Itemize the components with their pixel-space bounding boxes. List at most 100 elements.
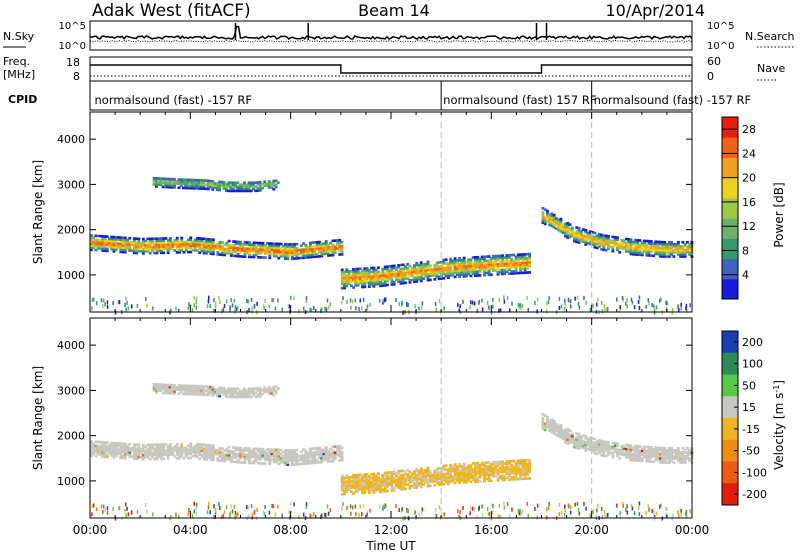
power-cell [613,238,617,241]
power-cell [207,250,211,253]
power-cell [426,274,430,278]
power-cell [397,274,401,277]
nave-tick-bottom: 0 [707,70,714,83]
velocity-cell [631,452,635,456]
power-speckle [236,306,239,311]
power-cell [90,236,93,239]
power-cell [483,265,486,269]
power-cell [363,275,367,278]
power-cell [615,238,619,241]
power-cell [123,236,127,240]
power-speckle [245,299,248,304]
velocity-cell [417,477,421,481]
velocity-cell [293,463,297,466]
velocity-cell [658,448,662,452]
power-cell [191,244,195,248]
velocity-cell [667,446,671,450]
power-cell [215,186,219,190]
velocity-cell [519,467,523,471]
velocity-cell [229,393,233,397]
power-cell [252,253,256,257]
time-tick-label: 00:00 [73,523,108,537]
velocity-speckle [601,515,604,520]
velocity-cell [169,447,172,450]
power-cell [247,189,251,193]
velocity-cell [615,452,619,456]
velocity-cell [132,447,136,450]
power-cell [476,262,480,265]
velocity-cell [268,462,272,466]
power-colorbar-swatch [722,177,738,199]
power-cell [318,240,321,244]
velocity-cell [575,440,579,444]
power-cell [573,237,576,241]
velocity-cell [211,452,215,456]
power-cell [123,248,127,252]
velocity-cell [343,480,346,484]
power-colorbar-tick-label: 4 [742,269,749,282]
velocity-cell [209,391,213,395]
power-cell [498,268,502,272]
velocity-cell [649,448,653,451]
velocity-cell [487,471,491,475]
power-cell [410,272,414,276]
power-cell [399,282,403,285]
velocity-cell [460,477,464,480]
power-speckle [503,299,506,304]
velocity-cell [474,478,477,481]
power-cell [184,184,188,188]
power-cell [649,246,653,249]
power-cell [92,238,96,242]
power-cell [343,276,346,280]
velocity-cell [437,477,441,481]
power-cell [198,241,202,244]
velocity-cell [128,447,132,450]
power-cell [550,212,554,216]
power-cell [433,269,437,273]
velocity-cell [110,443,114,447]
velocity-cell [487,461,491,464]
noise-tick-right-bottom: 10^0 [707,41,734,52]
power-cell [474,258,477,261]
power-cell [277,248,281,252]
velocity-cell [135,443,139,447]
velocity-cell [444,476,448,480]
velocity-cell [173,446,177,450]
power-cell [354,271,358,275]
cpid-label-1: normalsound (fast) -157 RF [95,93,252,107]
velocity-cell [634,453,637,456]
velocity-cell [211,394,215,397]
power-speckle [213,298,215,303]
velocity-speckle [576,501,579,506]
velocity-cell [577,432,581,436]
velocity-speckle [100,504,103,509]
power-cell [528,258,532,262]
velocity-cell [275,448,278,452]
velocity-cell [284,455,288,458]
velocity-cell [410,478,414,482]
power-cell [476,259,480,263]
velocity-cell [564,436,567,440]
power-cell [222,185,226,188]
velocity-cell [489,473,493,476]
velocity-cell [385,475,389,479]
power-cell [365,275,369,278]
velocity-cell [229,460,233,463]
velocity-speckle [361,512,363,517]
velocity-cell [528,464,532,468]
power-cell [476,266,480,269]
velocity-cell [426,474,430,478]
velocity-cell [304,452,308,455]
velocity-cell [683,459,687,462]
power-cell [656,246,660,250]
power-cell [327,254,330,257]
velocity-cell [126,452,129,456]
power-cell [372,280,376,284]
power-cell [460,262,464,266]
velocity-cell [514,465,518,469]
power-cell [379,276,383,280]
velocity-cell [202,449,206,453]
velocity-cell [132,449,136,453]
velocity-cell [376,484,380,488]
